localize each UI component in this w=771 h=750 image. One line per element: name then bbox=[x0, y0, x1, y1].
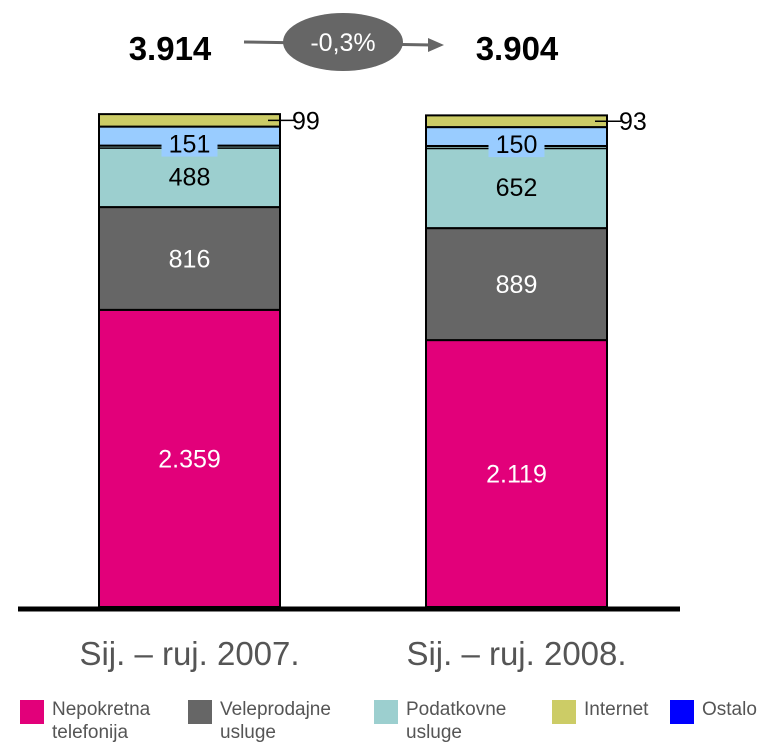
bar-segment-1-0 bbox=[425, 339, 608, 608]
change-badge-label: -0,3% bbox=[310, 29, 375, 57]
legend-item: Ostalo bbox=[670, 698, 757, 724]
change-arrow-head bbox=[428, 38, 444, 52]
legend: Nepokretna telefonija Veleprodajne usluge… bbox=[20, 698, 770, 750]
segment-value-label: 2.359 bbox=[158, 445, 221, 473]
legend-label: Veleprodajne usluge bbox=[220, 699, 331, 743]
bar-segment-0-1 bbox=[98, 206, 281, 311]
segment-label-bg-0 bbox=[161, 128, 218, 157]
legend-item: Veleprodajne usluge bbox=[188, 698, 331, 744]
legend-swatch bbox=[20, 700, 44, 724]
totals-header: 3.914 3.904 -0,3% bbox=[129, 13, 559, 71]
legend-label: Podatkovne usluge bbox=[406, 699, 507, 743]
legend-item: Podatkovne usluge bbox=[374, 698, 506, 744]
segment-value-label: 93 bbox=[619, 108, 647, 136]
segment-value-label: 150 bbox=[496, 131, 538, 159]
legend-label: Nepokretna telefonija bbox=[52, 699, 151, 743]
legend-item: Nepokretna telefonija bbox=[20, 698, 150, 744]
total-label-2008: 3.904 bbox=[476, 30, 559, 67]
change-badge bbox=[283, 13, 403, 71]
bar-segment-0-0 bbox=[98, 308, 281, 608]
legend-label: Internet bbox=[584, 699, 649, 720]
segment-value-label: 889 bbox=[496, 271, 538, 299]
segment-value-label: 488 bbox=[169, 163, 211, 191]
segment-value-label: 151 bbox=[169, 131, 211, 159]
legend-label: Ostalo bbox=[702, 699, 757, 720]
x-axis-labels: Sij. – ruj. 2007. Sij. – ruj. 2008. bbox=[79, 635, 626, 672]
bar-segment-1-1 bbox=[425, 227, 608, 342]
segment-label-bg-1 bbox=[488, 129, 545, 158]
segment-value-label: 816 bbox=[169, 245, 211, 273]
legend-swatch bbox=[188, 700, 212, 724]
bar-segment-0-4 bbox=[98, 113, 281, 128]
x-axis-category-label: Sij. – ruj. 2007. bbox=[79, 635, 299, 672]
segment-value-label: 99 bbox=[292, 107, 320, 135]
x-axis-category-label: Sij. – ruj. 2008. bbox=[406, 635, 626, 672]
legend-swatch bbox=[374, 700, 398, 724]
segment-value-label: 652 bbox=[496, 174, 538, 202]
legend-swatch bbox=[670, 700, 694, 724]
total-label-2007: 3.914 bbox=[129, 30, 212, 67]
bars-group: 2.359 816 488 151 99 2.119 889 652 150 93 bbox=[98, 107, 647, 608]
segment-value-label: 2.119 bbox=[486, 461, 547, 489]
bar-segment-1-4 bbox=[425, 114, 608, 129]
legend-item: Internet bbox=[552, 698, 648, 724]
legend-swatch bbox=[552, 700, 576, 724]
